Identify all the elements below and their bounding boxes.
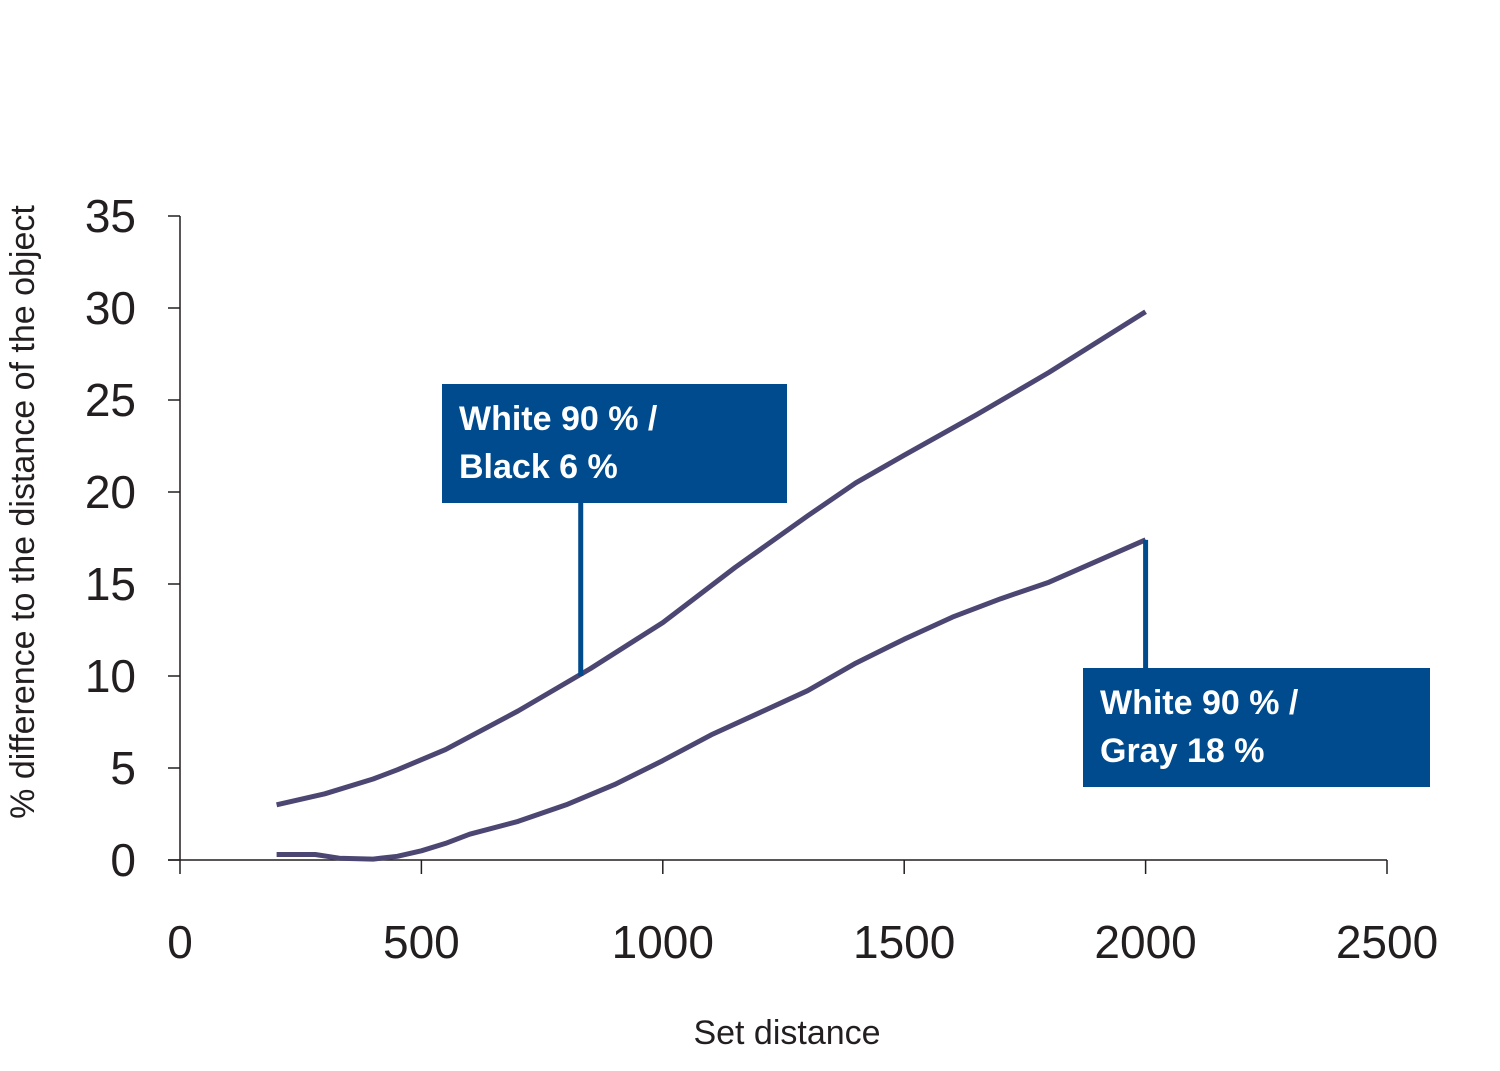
y-tick-label: 20 — [85, 466, 136, 518]
series-line-2 — [276, 537, 1147, 862]
x-tick-label: 1500 — [853, 916, 955, 968]
x-tick-label: 500 — [383, 916, 460, 968]
callout-label-line-1: White 90 % / — [1100, 684, 1299, 722]
y-tick-label: 30 — [85, 282, 136, 334]
x-tick-label: 0 — [167, 916, 193, 968]
series-lines — [276, 309, 1147, 862]
callout-label-line-2: Gray 18 % — [1100, 732, 1264, 770]
y-tick-label: 35 — [85, 190, 136, 242]
callouts: White 90 % / Black 6 % White 90 % / Gray 18… — [442, 384, 1430, 787]
callout-box — [442, 384, 787, 503]
x-tick-label: 2500 — [1336, 916, 1438, 968]
callout-box — [1083, 668, 1430, 787]
series-line-1 — [276, 309, 1147, 808]
y-tick-label: 0 — [110, 834, 136, 886]
x-axis-title: Set distance — [693, 1014, 880, 1052]
callout-2: White 90 % / Gray 18 % — [1083, 539, 1430, 787]
callout-1: White 90 % / Black 6 % — [442, 384, 787, 676]
y-tick-label: 15 — [85, 558, 136, 610]
y-axis-title: % difference to the distance of the obje… — [4, 205, 42, 819]
x-tick-label: 2000 — [1094, 916, 1196, 968]
x-tick-label: 1000 — [612, 916, 714, 968]
ticks: 0 5 10 15 20 25 30 35 0 500 1000 1500 2000 2500 — [85, 190, 1438, 968]
callout-label-line-1: White 90 % / — [459, 400, 658, 438]
y-tick-label: 25 — [85, 374, 136, 426]
callout-label-line-2: Black 6 % — [459, 448, 618, 486]
y-tick-label: 10 — [85, 650, 136, 702]
y-tick-label: 5 — [110, 742, 136, 794]
